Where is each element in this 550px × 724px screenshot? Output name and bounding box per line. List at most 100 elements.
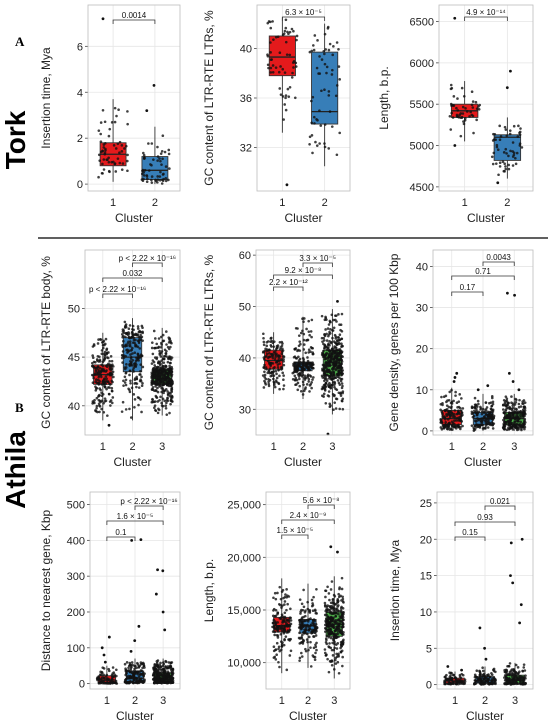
data-point: [461, 413, 464, 417]
data-point: [456, 109, 460, 112]
plot-area: [439, 5, 533, 191]
data-point: [332, 408, 335, 412]
data-point: [335, 607, 339, 611]
data-point: [486, 414, 490, 417]
p-value-label: 0.15: [462, 528, 478, 537]
data-point: [515, 675, 519, 679]
data-point: [518, 398, 521, 402]
data-point: [330, 313, 334, 317]
data-point: [123, 320, 127, 324]
data-point: [165, 343, 168, 346]
data-point: [333, 385, 336, 389]
data-point: [113, 106, 117, 110]
data-point: [142, 151, 145, 155]
data-point: [294, 347, 298, 350]
data-point: [312, 44, 315, 47]
data-point: [121, 361, 124, 364]
data-point: [153, 346, 156, 350]
x-axis-label: Cluster: [466, 709, 504, 723]
data-point: [283, 638, 286, 641]
data-point: [125, 661, 129, 664]
data-point: [97, 395, 100, 398]
data-point: [306, 356, 309, 359]
x-tick-label: 2: [300, 441, 306, 453]
data-point: [523, 420, 526, 424]
data-point: [309, 350, 312, 354]
data-point: [450, 111, 454, 115]
data-point: [151, 367, 155, 370]
outlier-point: [137, 624, 141, 628]
data-point: [278, 625, 281, 628]
data-point: [477, 105, 480, 108]
y-tick-label: 4500: [410, 182, 434, 194]
data-point: [326, 585, 329, 589]
data-point: [450, 405, 453, 409]
y-tick-label: 30: [239, 404, 251, 416]
data-point: [336, 601, 339, 604]
data-point: [341, 344, 344, 348]
data-point: [308, 384, 312, 387]
data-point: [285, 631, 289, 634]
data-point: [169, 676, 173, 679]
data-point: [339, 379, 343, 383]
data-point: [161, 157, 164, 161]
data-point: [308, 135, 312, 139]
data-point: [302, 619, 306, 623]
data-point: [162, 381, 166, 385]
x-tick-label: 2: [129, 441, 135, 453]
data-point: [332, 668, 336, 671]
data-point: [502, 403, 505, 407]
data-point: [507, 677, 510, 681]
data-point: [118, 140, 122, 144]
data-point: [135, 681, 138, 684]
data-point: [441, 412, 444, 416]
data-point: [297, 355, 300, 359]
data-point: [511, 404, 514, 407]
p-value-label: 2.4 × 10⁻⁹: [290, 511, 327, 520]
data-point: [102, 143, 106, 146]
data-point: [460, 397, 463, 400]
data-point: [95, 378, 98, 381]
data-point: [162, 374, 165, 377]
data-point: [272, 374, 276, 377]
data-point: [164, 354, 167, 358]
data-point: [332, 638, 335, 642]
data-point: [105, 377, 108, 381]
data-point: [108, 367, 112, 370]
outlier-point: [453, 376, 457, 379]
data-point: [91, 361, 94, 365]
data-point: [277, 645, 281, 649]
data-point: [156, 178, 160, 182]
data-point: [481, 407, 485, 411]
data-point: [337, 655, 340, 658]
data-point: [112, 671, 116, 674]
data-point: [275, 372, 278, 376]
data-point: [139, 672, 142, 676]
data-point: [133, 398, 137, 401]
data-point: [95, 406, 98, 410]
data-point: [108, 359, 111, 363]
data-point: [286, 30, 289, 34]
data-point: [327, 608, 331, 612]
data-point: [490, 421, 494, 424]
data-point: [490, 155, 494, 159]
data-point: [98, 399, 102, 403]
data-point: [301, 329, 304, 333]
data-point: [101, 340, 105, 344]
p-value-label: 3.3 × 10⁻⁵: [299, 254, 336, 263]
data-point: [339, 650, 343, 654]
data-point: [283, 600, 287, 603]
data-point: [327, 354, 331, 358]
data-point: [334, 662, 338, 665]
data-point: [98, 405, 102, 408]
outlier-point: [156, 568, 159, 572]
data-point: [115, 114, 118, 118]
data-point: [132, 366, 136, 370]
data-point: [503, 676, 506, 679]
data-point: [295, 357, 298, 360]
data-point: [297, 359, 301, 362]
data-point: [323, 386, 327, 390]
data-point: [341, 597, 345, 601]
data-point: [337, 635, 340, 639]
